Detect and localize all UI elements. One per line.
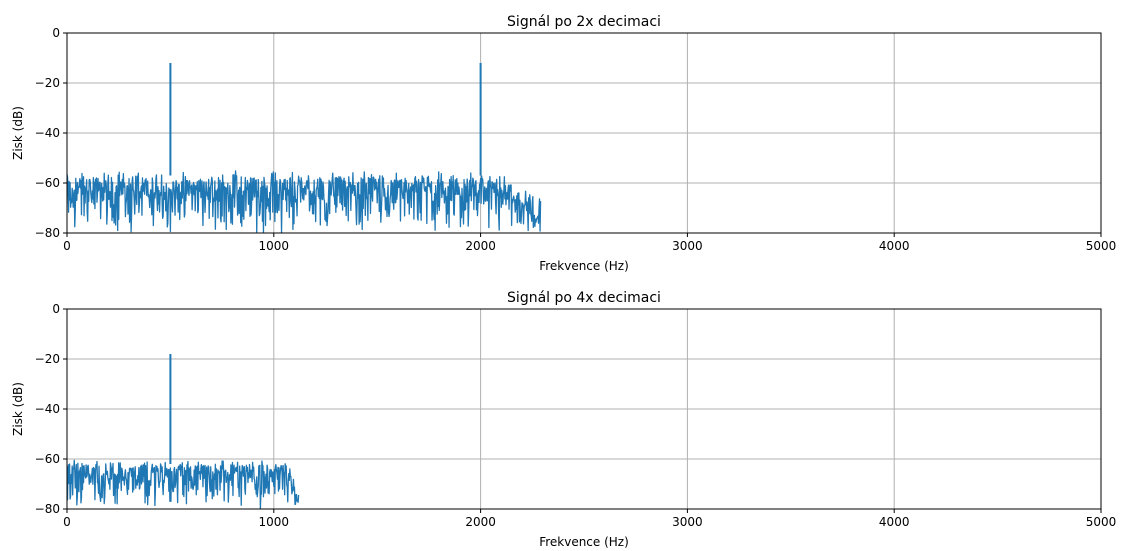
y-tick-label: −60 [35,176,60,190]
y-tick-label: −60 [35,452,60,466]
y-tick-label: −40 [35,126,60,140]
x-tick-label: 3000 [672,515,703,529]
y-tick-label: −20 [35,352,60,366]
y-tick-label: −80 [35,226,60,240]
chart-title: Signál po 2x decimaci [507,14,661,30]
x-tick-label: 2000 [465,515,496,529]
chart-title: Signál po 4x decimaci [507,290,661,306]
x-axis-label: Frekvence (Hz) [539,535,629,549]
ticks: 0 1000 2000 3000 4000 5000 0 −20 −40 −60 −80 [35,26,1117,253]
ticks: 0 1000 2000 3000 4000 5000 0 −20 −40 −60 −80 [35,302,1117,529]
y-axis-label: Zisk (dB) [11,106,25,160]
x-tick-label: 3000 [672,239,703,253]
grid [66,308,1102,510]
x-tick-label: 1000 [259,239,290,253]
y-tick-label: 0 [52,26,60,40]
x-tick-label: 0 [63,239,71,253]
y-tick-label: −80 [35,502,60,516]
panel-2x-decimation: Signál po 2x decimaci 0 1000 2000 3000 4000 5… [11,14,1116,273]
y-tick-label: −20 [35,76,60,90]
x-tick-label: 0 [63,515,71,529]
spectrum-series [67,63,542,233]
panel-4x-decimation: Signál po 4x decimaci 0 1000 2000 3000 4000 5… [11,290,1116,549]
x-tick-label: 2000 [465,239,496,253]
x-tick-label: 4000 [879,239,910,253]
x-tick-label: 5000 [1086,515,1117,529]
spectrum-series [67,354,300,509]
spectrum-line [67,170,542,233]
x-tick-label: 5000 [1086,239,1117,253]
spectrum-line [67,459,300,509]
x-tick-label: 1000 [259,515,290,529]
x-tick-label: 4000 [879,515,910,529]
x-axis-label: Frekvence (Hz) [539,259,629,273]
y-tick-label: 0 [52,302,60,316]
y-axis-label: Zisk (dB) [11,382,25,436]
y-tick-label: −40 [35,402,60,416]
